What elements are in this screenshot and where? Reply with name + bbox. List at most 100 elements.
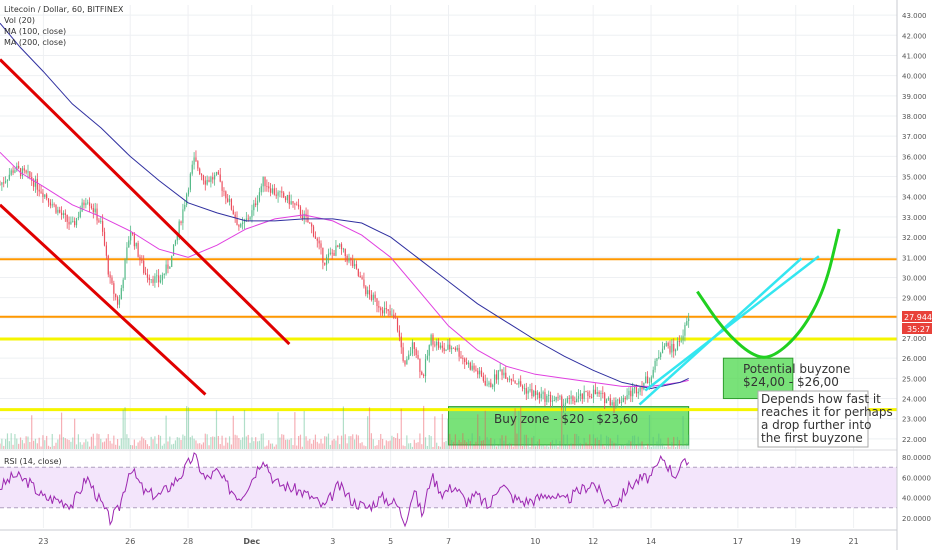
candle-body	[411, 342, 414, 354]
volume-bar	[111, 443, 113, 449]
candle-body	[200, 173, 203, 176]
volume-bar	[126, 434, 128, 449]
candle-body	[542, 392, 544, 394]
countdown-badge	[902, 323, 932, 334]
ma100-indicator-label[interactable]: MA (100, close)	[4, 27, 67, 36]
candle-body	[337, 245, 339, 247]
candle-body	[628, 390, 630, 396]
volume-bar	[423, 405, 425, 449]
candle-body	[176, 233, 178, 241]
volume-bar	[180, 439, 182, 449]
candle-body	[245, 218, 247, 221]
candle-body	[592, 389, 595, 398]
note-line-4: the first buyzone	[761, 431, 863, 445]
volume-bar	[210, 437, 212, 449]
volume-bar	[0, 443, 1, 449]
candle-body	[102, 221, 104, 232]
time-tick-label: 14	[646, 537, 656, 546]
candle-body	[598, 392, 600, 395]
volume-bar	[16, 438, 18, 449]
volume-bar	[21, 440, 23, 449]
volume-bar	[46, 435, 48, 449]
candle-body	[516, 383, 518, 385]
note-line-1: Depends how fast it	[761, 392, 881, 406]
volume-bar	[118, 445, 121, 449]
volume-bar	[169, 436, 171, 449]
volume-bar	[566, 434, 568, 449]
price-tick-label: 29.000	[902, 295, 927, 303]
volume-bar	[238, 438, 240, 449]
volume-bar	[671, 442, 673, 449]
time-tick-label: Dec	[243, 537, 260, 546]
candle-body	[512, 380, 514, 382]
volume-bar	[559, 441, 561, 449]
volume-bar	[103, 441, 106, 449]
volume-bar	[193, 438, 195, 449]
volume-bar	[60, 412, 63, 449]
candle-body	[650, 377, 652, 383]
volume-bar	[473, 445, 475, 449]
candle-body	[234, 214, 236, 219]
red-trend-line	[0, 203, 207, 396]
candle-body	[195, 157, 197, 162]
volume-bar	[236, 435, 238, 449]
candle-body	[499, 369, 501, 371]
volume-bar	[587, 444, 589, 449]
time-tick-label: 26	[125, 537, 135, 546]
candle-body	[589, 395, 591, 397]
candle-body	[368, 290, 371, 295]
volume-bar	[296, 445, 298, 449]
candle-body	[113, 283, 115, 294]
volume-bar	[663, 446, 666, 449]
candle-body	[268, 186, 270, 189]
candle-body	[3, 182, 5, 184]
volume-bar	[613, 442, 615, 449]
candle-body	[299, 206, 302, 216]
candle-body	[380, 307, 382, 311]
ma200-indicator-label[interactable]: MA (200, close)	[4, 38, 67, 47]
candle-body	[501, 369, 503, 376]
volume-bar	[615, 443, 617, 449]
candle-body	[490, 382, 492, 387]
volume-indicator-label[interactable]: Vol (20)	[4, 16, 35, 25]
candle-body	[163, 273, 165, 275]
candle-body	[270, 188, 272, 193]
volume-bar	[303, 410, 305, 449]
candle-body	[158, 275, 160, 283]
volume-bar	[538, 439, 540, 449]
candle-body	[630, 390, 632, 397]
symbol-title[interactable]: Litecoin / Dollar, 60, BITFINEX	[4, 5, 124, 14]
volume-bar	[154, 436, 156, 449]
volume-bar	[557, 446, 559, 449]
volume-bar	[647, 443, 649, 449]
volume-bar	[591, 445, 593, 449]
candle-body	[619, 399, 621, 403]
volume-bar	[441, 413, 443, 449]
candle-body	[413, 342, 415, 349]
candle-body	[148, 277, 150, 281]
volume-bar	[245, 436, 247, 449]
candle-body	[331, 252, 333, 254]
rsi-indicator-label[interactable]: RSI (14, close)	[4, 457, 62, 466]
candle-body	[107, 255, 109, 275]
candle-body	[471, 365, 473, 370]
candle-body	[647, 376, 649, 383]
candle-body	[16, 165, 18, 171]
candle-body	[180, 221, 182, 224]
candle-body	[535, 390, 537, 395]
candle-body	[428, 345, 430, 356]
candle-body	[594, 389, 596, 395]
volume-bar	[130, 444, 132, 449]
volume-bar	[594, 438, 596, 449]
volume-bar	[318, 443, 320, 449]
ma200-line	[0, 22, 689, 390]
candle-body	[103, 231, 106, 246]
candle-body	[563, 404, 565, 407]
volume-bar	[182, 434, 184, 449]
green-projection-curve	[696, 228, 841, 359]
candle-body	[548, 394, 550, 396]
volume-bar	[100, 438, 102, 449]
volume-bar	[128, 438, 130, 449]
volume-bar	[432, 446, 434, 449]
